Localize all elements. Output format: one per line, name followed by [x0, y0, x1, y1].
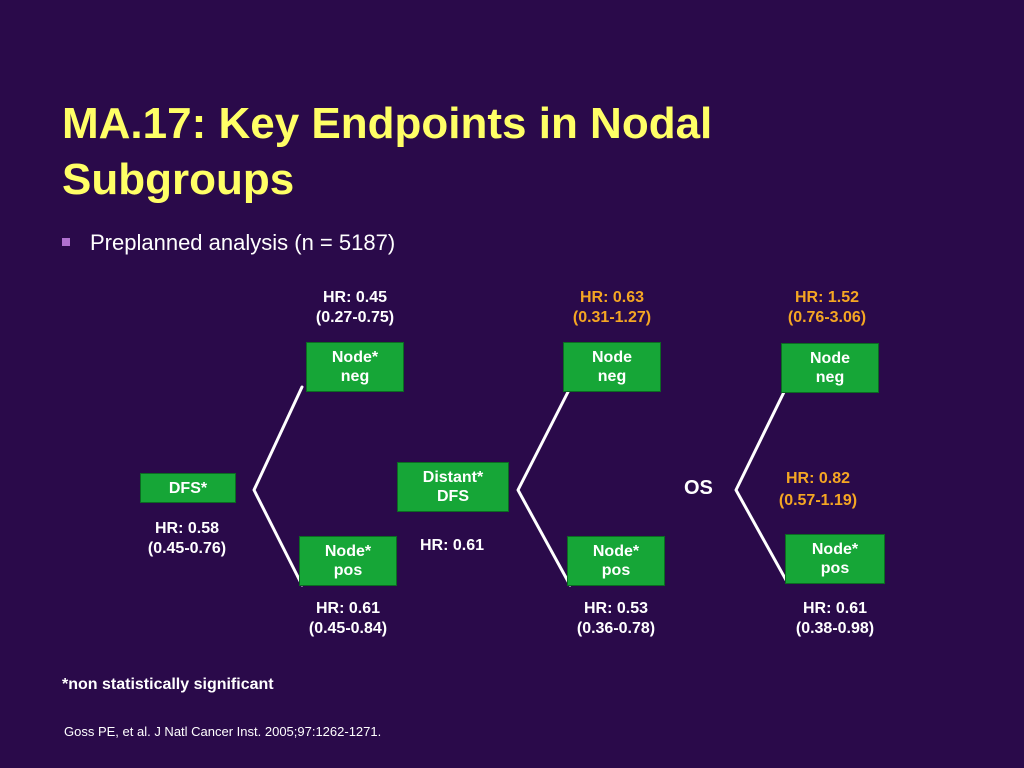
os-node-pos-line2: pos [820, 560, 850, 577]
os-node-pos-hr-value: HR: 0.61 [802, 600, 868, 617]
distant-node-neg-line1: Node [592, 349, 632, 366]
dfs-label: DFS* [168, 479, 208, 497]
bullet-text: Preplanned analysis (n = 5187) [90, 230, 396, 255]
distant-node-neg-box: Node neg [563, 342, 661, 392]
bullet-item: Preplanned analysis (n = 5187) [62, 230, 395, 256]
dfs-node-neg-box: Node* neg [306, 342, 404, 392]
dfs-hr: HR: 0.58 (0.45-0.76) [128, 519, 246, 559]
title-line-1: MA.17: Key Endpoints in Nodal [62, 99, 713, 148]
dfs-node-neg-hr: HR: 0.45 (0.27-0.75) [295, 288, 415, 328]
os-node-neg-line1: Node [810, 350, 850, 367]
distant-dfs-label-line1: Distant* [422, 469, 484, 486]
distant-dfs-box: Distant* DFS [397, 462, 509, 512]
title-line-2: Subgroups [62, 155, 295, 204]
dfs-hr-value: HR: 0.58 [154, 520, 220, 537]
dfs-node-pos-box: Node* pos [299, 536, 397, 586]
slide-title: MA.17: Key Endpoints in Nodal Subgroups [62, 96, 962, 208]
os-branch [734, 386, 788, 582]
os-hr: HR: 0.82 (0.57-1.19) [758, 468, 878, 512]
citation: Goss PE, et al. J Natl Cancer Inst. 2005… [64, 724, 382, 739]
os-node-neg-line2: neg [815, 369, 845, 386]
distant-dfs-label-line2: DFS [437, 488, 469, 505]
distant-node-pos-hr-ci: (0.36-0.78) [576, 620, 656, 637]
dfs-node-pos-line1: Node* [324, 543, 372, 560]
distant-node-pos-box: Node* pos [567, 536, 665, 586]
distant-node-pos-line2: pos [601, 562, 631, 579]
os-node-neg-hr-ci: (0.76-3.06) [787, 309, 867, 326]
distant-node-neg-hr-value: HR: 0.63 [579, 289, 645, 306]
os-node-neg-hr-value: HR: 1.52 [794, 289, 860, 306]
distant-node-pos-line1: Node* [592, 543, 640, 560]
dfs-hr-ci: (0.45-0.76) [147, 540, 227, 557]
dfs-node-pos-hr-value: HR: 0.61 [315, 600, 381, 617]
os-node-neg-box: Node neg [781, 343, 879, 393]
distant-node-neg-hr-ci: (0.31-1.27) [572, 309, 652, 326]
os-node-pos-hr-ci: (0.38-0.98) [795, 620, 875, 637]
dfs-branch [252, 385, 304, 587]
square-bullet-icon [62, 238, 70, 247]
footnote: *non statistically significant [62, 676, 274, 693]
dfs-node-neg-line1: Node* [331, 349, 379, 366]
os-hr-ci: (0.57-1.19) [778, 492, 858, 509]
dfs-node-neg-hr-ci: (0.27-0.75) [315, 309, 395, 326]
os-label: OS [684, 477, 713, 499]
os-node-pos-box: Node* pos [785, 534, 885, 584]
distant-node-pos-hr-value: HR: 0.53 [583, 600, 649, 617]
distant-node-neg-line2: neg [597, 368, 627, 385]
dfs-box: DFS* [140, 473, 236, 503]
distant-dfs-hr: HR: 0.61 [402, 536, 502, 556]
distant-dfs-hr-value: HR: 0.61 [419, 537, 485, 554]
dfs-node-pos-hr-ci: (0.45-0.84) [308, 620, 388, 637]
os-node-pos-hr: HR: 0.61 (0.38-0.98) [775, 599, 895, 639]
os-node-neg-hr: HR: 1.52 (0.76-3.06) [767, 288, 887, 328]
dfs-node-neg-hr-value: HR: 0.45 [322, 289, 388, 306]
distant-dfs-branch [516, 386, 572, 587]
distant-node-pos-hr: HR: 0.53 (0.36-0.78) [556, 599, 676, 639]
dfs-node-neg-line2: neg [340, 368, 370, 385]
distant-node-neg-hr: HR: 0.63 (0.31-1.27) [552, 288, 672, 328]
dfs-node-pos-hr: HR: 0.61 (0.45-0.84) [288, 599, 408, 639]
os-hr-value: HR: 0.82 [785, 470, 851, 487]
dfs-node-pos-line2: pos [333, 562, 363, 579]
os-node-pos-line1: Node* [811, 541, 859, 558]
